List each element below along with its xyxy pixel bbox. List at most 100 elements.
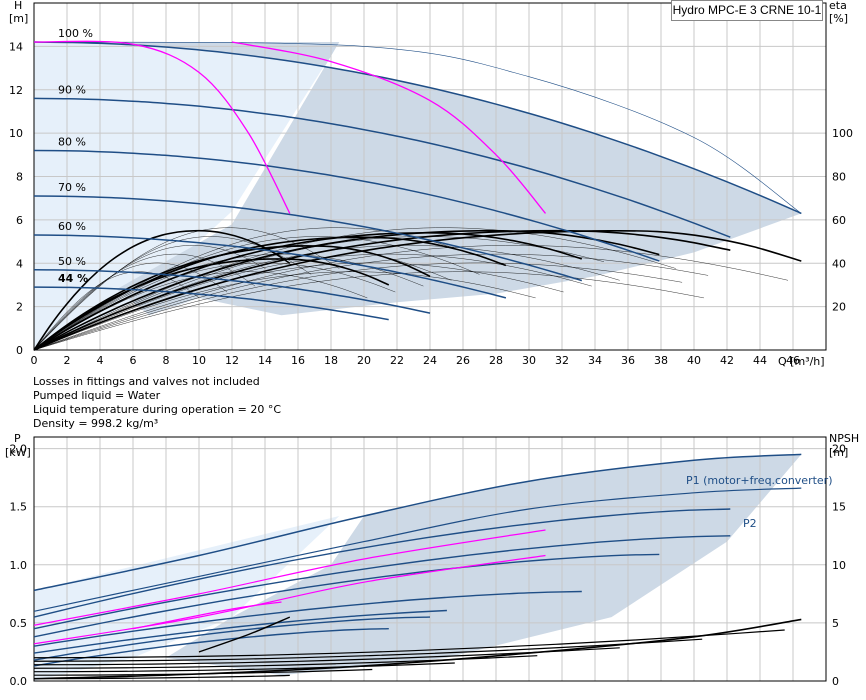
head-efficiency-curve [33,232,583,351]
head-y-tick-label: 2 [16,301,23,314]
power-speed-curve [33,616,431,661]
note-losses: Losses in fittings and valves not includ… [33,375,260,388]
eta-tick-label: 20 [832,301,846,314]
head-thin-efficiency-curve [33,245,266,351]
head-qh-curve [33,286,389,321]
head-y-tick-label: 14 [9,40,23,53]
head-x-tick-label: 10 [192,354,206,367]
head-efficiency-curve [33,229,291,351]
power-axis-unit: [kW] [5,446,31,459]
head-x-tick-label: 38 [654,354,668,367]
head-thin-efficiency-curve [33,236,480,351]
npsh-curve [33,638,703,662]
npsh-tick-label: 15 [832,501,846,514]
head-x-tick-label: 14 [258,354,272,367]
head-y-tick-label: 6 [16,214,23,227]
power-speed-curve [33,553,660,638]
head-x-tick-label: 28 [489,354,503,367]
head-x-tick-label: 16 [291,354,305,367]
npsh-curve [33,674,290,680]
head-x-tick-label: 24 [423,354,437,367]
eta-tick-label: 40 [832,257,846,270]
npsh-axis-unit: [m] [829,446,848,459]
flow-axis-label: Q [m³/h] [778,355,825,368]
head-qh-curve [33,149,660,262]
head-axis-unit: [m] [9,12,28,25]
power-speed-curve [33,535,731,630]
head-y-tick-label: 12 [9,84,23,97]
head-x-tick-label: 44 [753,354,767,367]
head-thin-efficiency-curve [33,262,228,351]
head-x-tick-label: 12 [225,354,239,367]
power-speed-curve [33,508,731,618]
head-y-tick-label: 0 [16,344,23,357]
head-qh-curve [33,41,802,215]
power-tick-label: 0.5 [10,617,28,630]
head-x-tick-label: 34 [588,354,602,367]
head-x-tick-label: 26 [456,354,470,367]
speed-label: 90 % [58,83,86,96]
power-magenta-curve [33,529,546,626]
power-plot-frame [33,436,827,682]
head-thin-efficiency-curve [33,245,789,351]
head-thin-efficiency-curve [33,227,676,351]
head-plot-frame [33,2,827,351]
p2-curve [33,487,802,612]
head-thin-efficiency-curve [33,262,683,351]
speed-label: 50 % [58,255,86,268]
head-thin-efficiency-curve [33,253,256,351]
power-chart-panel: 0.0 0.5 1.0 1.5 2.0 0 5 10 15 20 [10,436,846,688]
note-temperature: Liquid temperature during operation = 20… [33,403,281,416]
head-x-tick-label: 18 [324,354,338,367]
speed-label: 80 % [58,135,86,148]
head-y-tick-label: 8 [16,171,23,184]
npsh-tick-label: 0 [832,675,839,688]
eta-axis-unit: [%] [829,12,848,25]
head-thin-efficiency-curve [33,271,536,351]
p1-curve [33,453,802,592]
p1-series-label: P1 (motor+freq.converter) [686,474,833,487]
head-y-tick-label: 10 [9,127,23,140]
power-tick-label: 1.5 [10,501,28,514]
head-axis-label: H [14,0,22,12]
head-x-tick-label: 36 [621,354,635,367]
eta-axis-label: eta [829,0,847,12]
chart-title: Hydro MPC-E 3 CRNE 10-1 [671,0,823,21]
p2-series-label: P2 [743,517,757,530]
npsh-curve [33,647,620,666]
power-speed-curve [33,590,582,647]
head-low-flow-region [34,42,340,350]
speed-label: 70 % [58,181,86,194]
head-thin-efficiency-curve [33,253,709,351]
head-x-tick-label: 20 [357,354,371,367]
note-liquid: Pumped liquid = Water [33,389,161,402]
head-x-tick-label: 40 [687,354,701,367]
npsh-tick-label: 5 [832,617,839,630]
power-magenta-curve [132,601,282,630]
head-x-tick-label: 42 [720,354,734,367]
head-qh-curve [33,195,583,282]
head-efficiency-curve [33,229,731,351]
head-x-tick-label: 0 [31,354,38,367]
head-y-tick-label: 4 [16,257,23,270]
head-x-tick-label: 6 [130,354,137,367]
speed-label: 60 % [58,220,86,233]
head-chart-panel: 0 2 4 6 8 10 12 14 16 18 20 22 24 26 28 30 32 34 36 38 40 42 4… [9,2,853,367]
head-qh-curve [33,269,431,314]
head-efficiency-curve [33,229,660,351]
power-magenta-curve [33,554,546,645]
head-efficiency-curve [33,229,802,351]
npsh-tick-label: 10 [832,559,846,572]
head-max-outline [33,41,802,214]
eta-tick-label: 100 [832,127,853,140]
eta-tick-label: 60 [832,214,846,227]
npsh-curve [33,662,455,673]
power-speed-curve [33,628,389,667]
npsh-tick-label: 20 [832,443,846,456]
eta-tick-label: 80 [832,171,846,184]
speed-label: 100 % [58,27,93,40]
power-tick-label: 0.0 [10,675,28,688]
head-magenta-curve [231,41,546,214]
npsh-short-curve [198,616,291,653]
head-x-tick-label: 30 [522,354,536,367]
